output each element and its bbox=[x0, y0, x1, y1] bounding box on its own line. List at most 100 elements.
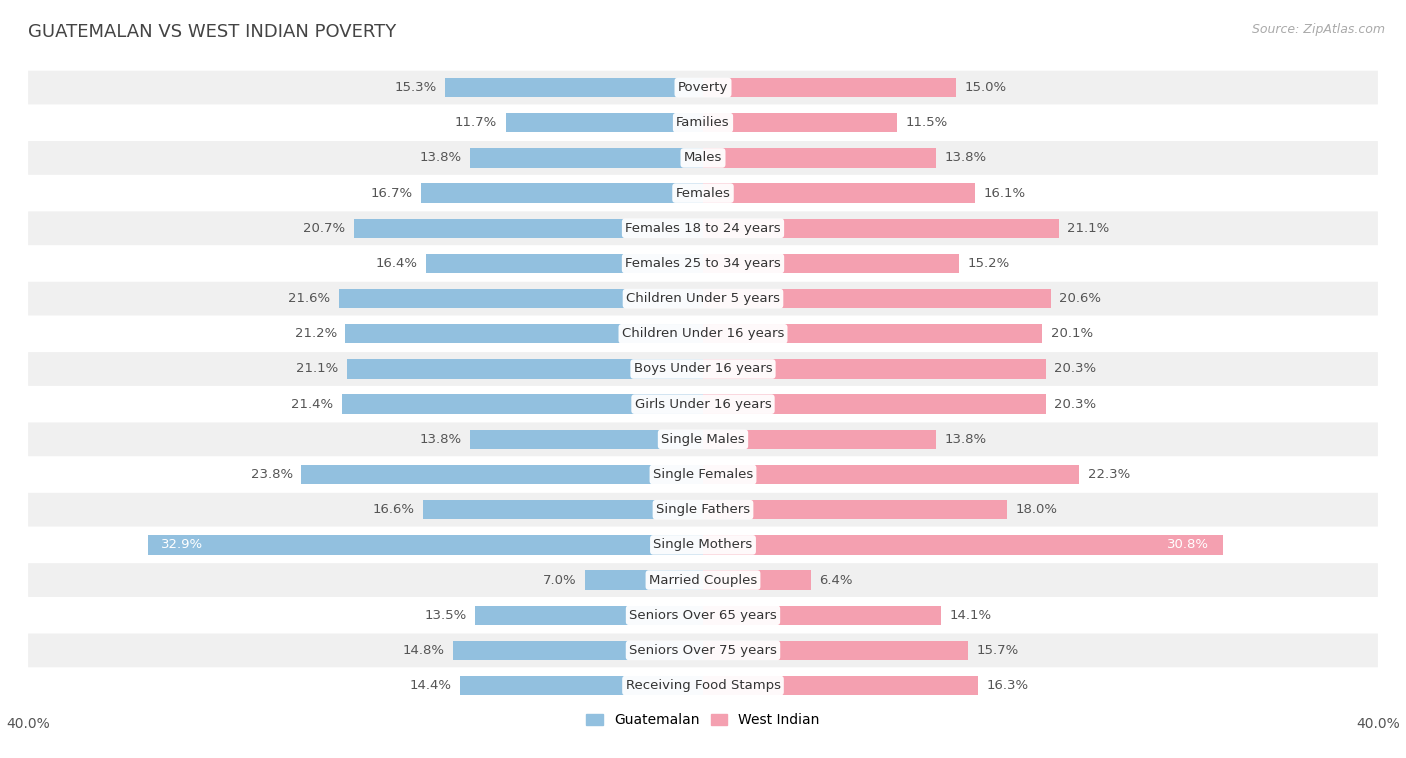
Text: Females 25 to 34 years: Females 25 to 34 years bbox=[626, 257, 780, 270]
Text: 32.9%: 32.9% bbox=[162, 538, 204, 551]
Text: 16.4%: 16.4% bbox=[375, 257, 418, 270]
Bar bbox=[703, 289, 1050, 309]
FancyBboxPatch shape bbox=[28, 493, 1378, 527]
Bar bbox=[703, 430, 936, 449]
Text: 21.4%: 21.4% bbox=[291, 398, 333, 411]
FancyBboxPatch shape bbox=[28, 669, 1378, 703]
Text: Males: Males bbox=[683, 152, 723, 164]
Text: Children Under 5 years: Children Under 5 years bbox=[626, 292, 780, 305]
Text: Families: Families bbox=[676, 116, 730, 130]
Text: 14.1%: 14.1% bbox=[949, 609, 991, 622]
Bar bbox=[703, 78, 956, 97]
Bar bbox=[703, 394, 1046, 414]
Bar bbox=[703, 359, 1046, 379]
Text: 21.2%: 21.2% bbox=[295, 327, 337, 340]
Text: Source: ZipAtlas.com: Source: ZipAtlas.com bbox=[1251, 23, 1385, 36]
Text: 16.3%: 16.3% bbox=[987, 679, 1029, 692]
Text: 14.8%: 14.8% bbox=[404, 644, 444, 657]
FancyBboxPatch shape bbox=[28, 458, 1378, 491]
Bar bbox=[423, 500, 703, 519]
FancyBboxPatch shape bbox=[28, 246, 1378, 280]
Text: 15.7%: 15.7% bbox=[976, 644, 1018, 657]
Text: 20.7%: 20.7% bbox=[304, 222, 346, 235]
Text: Single Mothers: Single Mothers bbox=[654, 538, 752, 551]
Text: Single Fathers: Single Fathers bbox=[657, 503, 749, 516]
Text: 16.7%: 16.7% bbox=[371, 186, 413, 199]
Text: Married Couples: Married Couples bbox=[650, 574, 756, 587]
Text: GUATEMALAN VS WEST INDIAN POVERTY: GUATEMALAN VS WEST INDIAN POVERTY bbox=[28, 23, 396, 41]
Bar bbox=[506, 113, 703, 133]
Text: 15.3%: 15.3% bbox=[394, 81, 436, 94]
Text: 14.4%: 14.4% bbox=[409, 679, 451, 692]
FancyBboxPatch shape bbox=[28, 70, 1378, 105]
Text: Seniors Over 75 years: Seniors Over 75 years bbox=[628, 644, 778, 657]
Text: 18.0%: 18.0% bbox=[1015, 503, 1057, 516]
Text: Boys Under 16 years: Boys Under 16 years bbox=[634, 362, 772, 375]
Bar bbox=[703, 606, 941, 625]
Text: 20.3%: 20.3% bbox=[1054, 398, 1097, 411]
Text: 23.8%: 23.8% bbox=[250, 468, 292, 481]
Bar bbox=[703, 465, 1080, 484]
Bar bbox=[460, 676, 703, 695]
Bar bbox=[585, 570, 703, 590]
Text: Receiving Food Stamps: Receiving Food Stamps bbox=[626, 679, 780, 692]
Text: 13.8%: 13.8% bbox=[419, 152, 461, 164]
Text: 13.8%: 13.8% bbox=[945, 152, 987, 164]
Text: Children Under 16 years: Children Under 16 years bbox=[621, 327, 785, 340]
FancyBboxPatch shape bbox=[28, 282, 1378, 315]
Bar bbox=[301, 465, 703, 484]
Bar bbox=[470, 149, 703, 168]
Bar bbox=[426, 254, 703, 273]
Bar bbox=[475, 606, 703, 625]
FancyBboxPatch shape bbox=[28, 387, 1378, 421]
Bar bbox=[703, 500, 1007, 519]
Text: 13.8%: 13.8% bbox=[419, 433, 461, 446]
Bar bbox=[703, 641, 967, 660]
Bar bbox=[354, 218, 703, 238]
FancyBboxPatch shape bbox=[28, 211, 1378, 245]
Text: 15.2%: 15.2% bbox=[967, 257, 1010, 270]
FancyBboxPatch shape bbox=[28, 422, 1378, 456]
FancyBboxPatch shape bbox=[28, 141, 1378, 175]
FancyBboxPatch shape bbox=[28, 352, 1378, 386]
Text: 20.3%: 20.3% bbox=[1054, 362, 1097, 375]
Text: Single Males: Single Males bbox=[661, 433, 745, 446]
Text: 11.7%: 11.7% bbox=[456, 116, 498, 130]
Text: 21.1%: 21.1% bbox=[297, 362, 339, 375]
FancyBboxPatch shape bbox=[28, 563, 1378, 597]
Text: 20.1%: 20.1% bbox=[1050, 327, 1092, 340]
Text: 7.0%: 7.0% bbox=[543, 574, 576, 587]
Bar bbox=[703, 149, 936, 168]
FancyBboxPatch shape bbox=[28, 634, 1378, 667]
Text: 6.4%: 6.4% bbox=[820, 574, 853, 587]
Text: Poverty: Poverty bbox=[678, 81, 728, 94]
Bar bbox=[346, 324, 703, 343]
Bar bbox=[703, 113, 897, 133]
Legend: Guatemalan, West Indian: Guatemalan, West Indian bbox=[581, 708, 825, 733]
Text: 15.0%: 15.0% bbox=[965, 81, 1007, 94]
Text: 16.6%: 16.6% bbox=[373, 503, 415, 516]
Bar bbox=[703, 324, 1042, 343]
Bar bbox=[703, 570, 811, 590]
FancyBboxPatch shape bbox=[28, 598, 1378, 632]
Bar bbox=[347, 359, 703, 379]
Text: 11.5%: 11.5% bbox=[905, 116, 948, 130]
Text: 13.5%: 13.5% bbox=[425, 609, 467, 622]
Text: Seniors Over 65 years: Seniors Over 65 years bbox=[628, 609, 778, 622]
FancyBboxPatch shape bbox=[28, 176, 1378, 210]
Bar bbox=[470, 430, 703, 449]
Bar bbox=[339, 289, 703, 309]
Bar bbox=[453, 641, 703, 660]
Text: 16.1%: 16.1% bbox=[983, 186, 1025, 199]
Bar bbox=[148, 535, 703, 555]
Text: 30.8%: 30.8% bbox=[1167, 538, 1209, 551]
Text: Girls Under 16 years: Girls Under 16 years bbox=[634, 398, 772, 411]
Text: 13.8%: 13.8% bbox=[945, 433, 987, 446]
Text: 20.6%: 20.6% bbox=[1059, 292, 1101, 305]
Bar bbox=[703, 535, 1223, 555]
FancyBboxPatch shape bbox=[28, 106, 1378, 139]
FancyBboxPatch shape bbox=[28, 317, 1378, 351]
Bar bbox=[444, 78, 703, 97]
Bar bbox=[703, 218, 1059, 238]
Text: Females 18 to 24 years: Females 18 to 24 years bbox=[626, 222, 780, 235]
